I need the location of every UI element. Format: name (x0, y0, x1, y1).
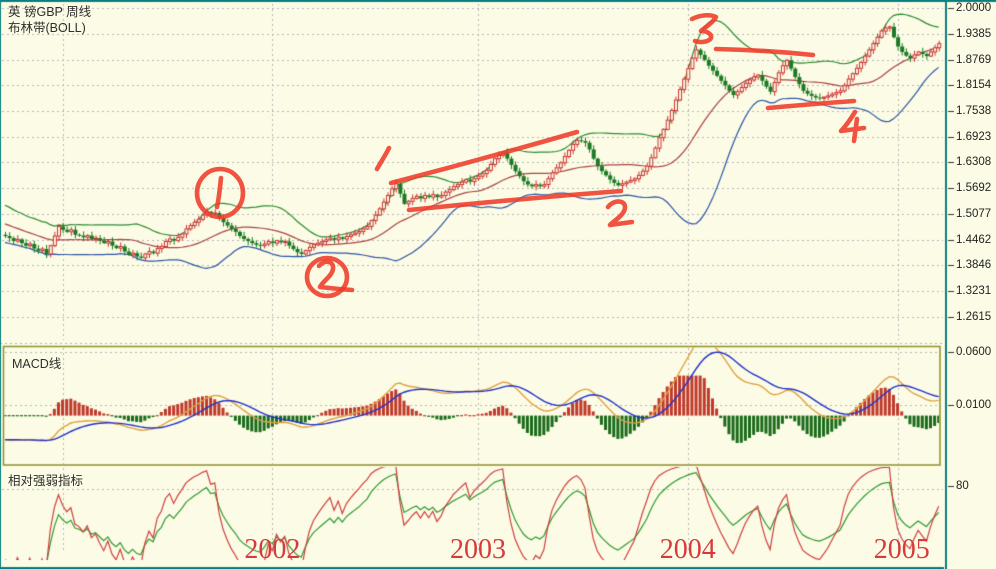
chart-legend: 英 镑GBP 周线 布林带(BOLL) (8, 4, 91, 36)
overlay-indicator-title: 布林带(BOLL) (8, 21, 86, 35)
rsi-panel-label: 相对强弱指标 (8, 474, 84, 488)
symbol-title: 英 镑GBP 周线 (8, 5, 92, 19)
macd-panel-label: MACD线 (12, 357, 62, 371)
